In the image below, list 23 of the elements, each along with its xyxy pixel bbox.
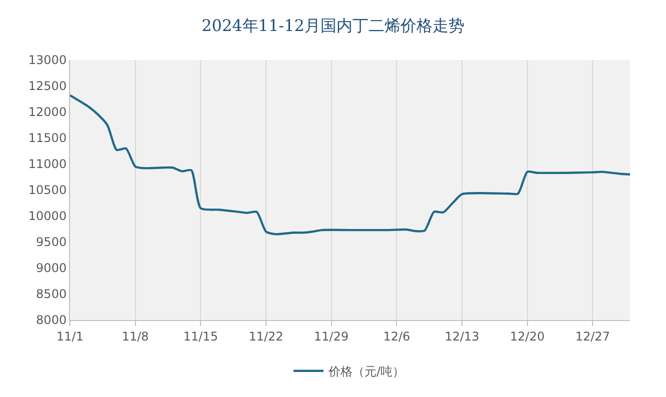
chart-title: 2024年11-12月国内丁二烯价格走势 [202,16,464,36]
x-tick-label: 11/8 [122,329,149,344]
y-tick-label: 12000 [28,105,67,120]
y-tick-label: 9500 [36,235,67,250]
legend-label: 价格（元/吨） [328,364,405,379]
x-tick-label: 12/20 [510,329,545,344]
y-tick-label: 11000 [28,157,67,172]
x-tick-label: 12/27 [575,329,610,344]
y-tick-label: 8000 [36,313,67,328]
y-tick-label: 8500 [36,287,67,302]
x-tick-label: 11/15 [183,329,218,344]
line-series [70,94,630,236]
x-tick-label: 11/22 [248,329,284,344]
y-tick-label: 10000 [28,209,67,224]
x-tick-label: 12/6 [383,329,410,344]
y-tick-label: 11500 [28,131,67,146]
x-tick-label: 11/1 [56,329,84,344]
x-tick-label: 11/29 [314,329,349,344]
y-tick-label: 10500 [28,183,67,198]
y-tick-label: 12500 [28,79,67,94]
y-tick-label: 9000 [36,261,67,276]
x-tick-label: 12/13 [444,329,480,344]
y-tick-label: 13000 [28,53,67,68]
